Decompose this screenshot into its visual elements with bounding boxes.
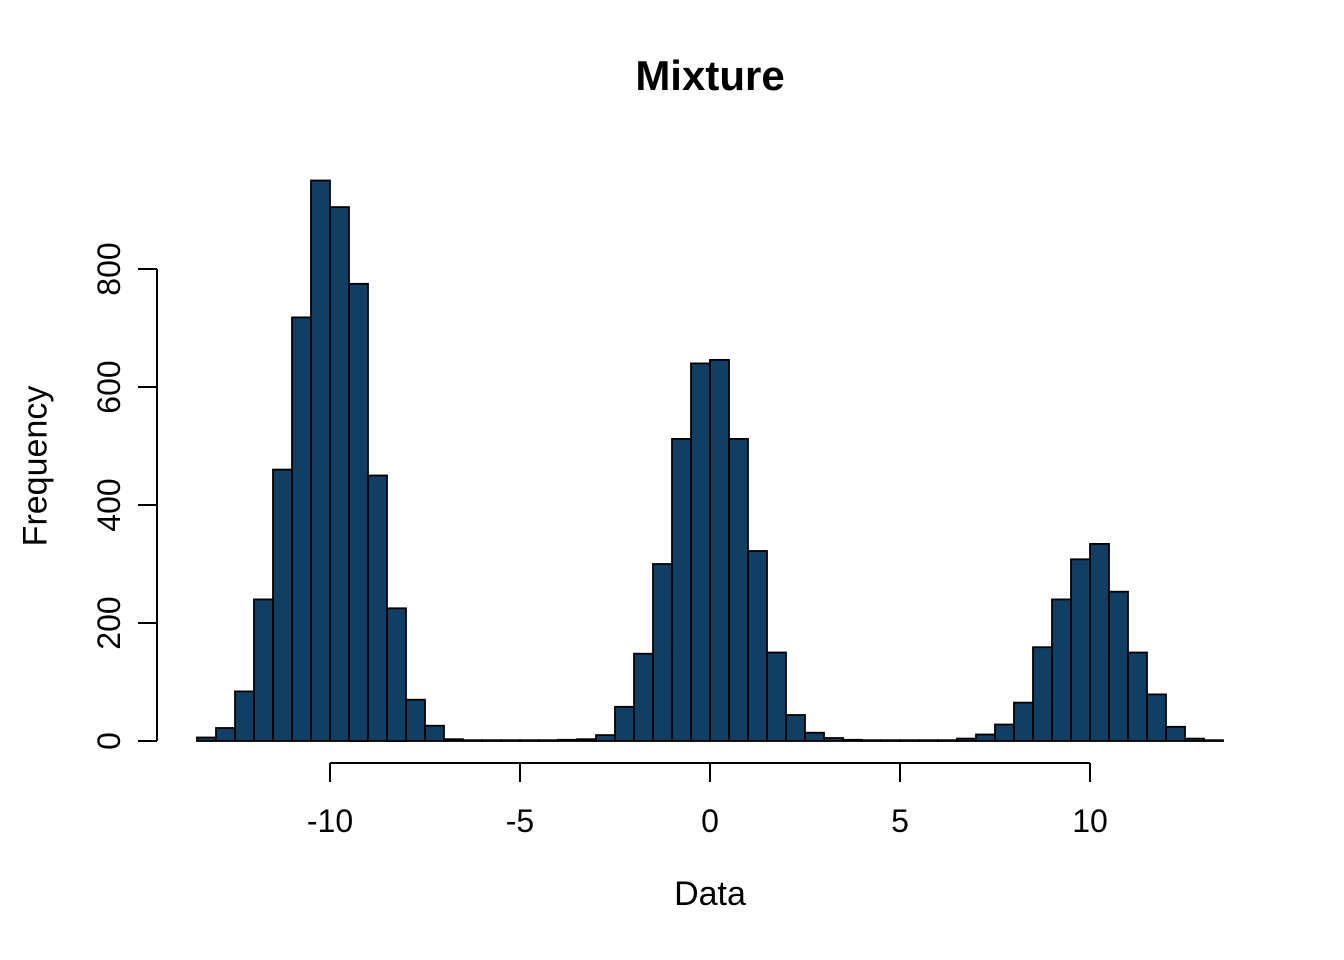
histogram-bar: [215, 727, 236, 742]
histogram-bar: [595, 734, 616, 742]
histogram-bar: [937, 739, 958, 742]
histogram-bar: [272, 468, 293, 742]
histogram-bar: [842, 738, 863, 742]
y-tick-label: 400: [91, 478, 127, 531]
histogram-bar: [994, 723, 1015, 742]
histogram-bar: [766, 651, 787, 742]
histogram-bar: [329, 206, 350, 742]
y-axis-label: Frequency: [16, 385, 55, 547]
histogram-bar: [747, 550, 768, 742]
histogram-bar: [728, 437, 749, 742]
x-axis-label: Data: [674, 875, 746, 913]
x-tick-label: -5: [506, 803, 534, 839]
histogram-bar: [1184, 737, 1205, 742]
histogram-bar: [1051, 598, 1072, 742]
histogram-bar: [500, 739, 521, 742]
histogram-bar: [1146, 693, 1167, 742]
histogram-bar: [1108, 590, 1129, 742]
histogram-bar: [519, 739, 540, 742]
histogram-bar: [576, 738, 597, 742]
histogram-bar: [348, 282, 369, 742]
histogram-bar: [291, 316, 312, 742]
x-tick-label: 5: [891, 803, 909, 839]
histogram-bar: [1165, 725, 1186, 742]
x-tick-label: 10: [1072, 803, 1108, 839]
histogram-bar: [424, 724, 445, 742]
histogram-bar: [234, 690, 255, 742]
histogram-bar: [918, 739, 939, 742]
histogram-bar: [690, 362, 711, 742]
histogram-bar: [823, 737, 844, 742]
x-tick-label: -10: [307, 803, 353, 839]
histogram-bar: [538, 739, 559, 742]
histogram-bar: [633, 652, 654, 742]
histogram-bar: [614, 705, 635, 742]
histogram-bar: [1127, 651, 1148, 742]
histogram-bar: [196, 736, 217, 742]
histogram-bar: [671, 437, 692, 742]
histogram-bar: [462, 739, 483, 742]
y-tick-label: 0: [91, 732, 127, 750]
y-tick-label: 200: [91, 596, 127, 649]
histogram-bar: [1032, 646, 1053, 742]
histogram-bar: [1089, 543, 1110, 742]
chart-title: Mixture: [635, 52, 785, 99]
histogram-bar: [481, 739, 502, 742]
histogram-bar: [709, 358, 730, 742]
histogram-bar: [1070, 558, 1091, 742]
histogram-bar: [956, 737, 977, 742]
histogram-bar: [405, 698, 426, 742]
histogram-bar: [804, 731, 825, 742]
histogram-bar: [1013, 701, 1034, 742]
histogram-bar: [899, 739, 920, 742]
histogram-bar: [310, 179, 331, 742]
histogram-bar: [443, 738, 464, 742]
histogram-bar: [1203, 739, 1224, 742]
histogram-bar: [652, 563, 673, 742]
histogram-bar: [785, 714, 806, 742]
histogram-bar: [861, 739, 882, 742]
histogram-bar: [975, 733, 996, 742]
histogram-bar: [557, 738, 578, 742]
histogram-bar: [880, 739, 901, 742]
y-tick-label: 800: [91, 242, 127, 295]
x-tick-label: 0: [701, 803, 719, 839]
histogram-bar: [367, 474, 388, 742]
histogram-bar: [253, 598, 274, 742]
y-tick-label: 600: [91, 360, 127, 413]
histogram-bar: [386, 607, 407, 742]
